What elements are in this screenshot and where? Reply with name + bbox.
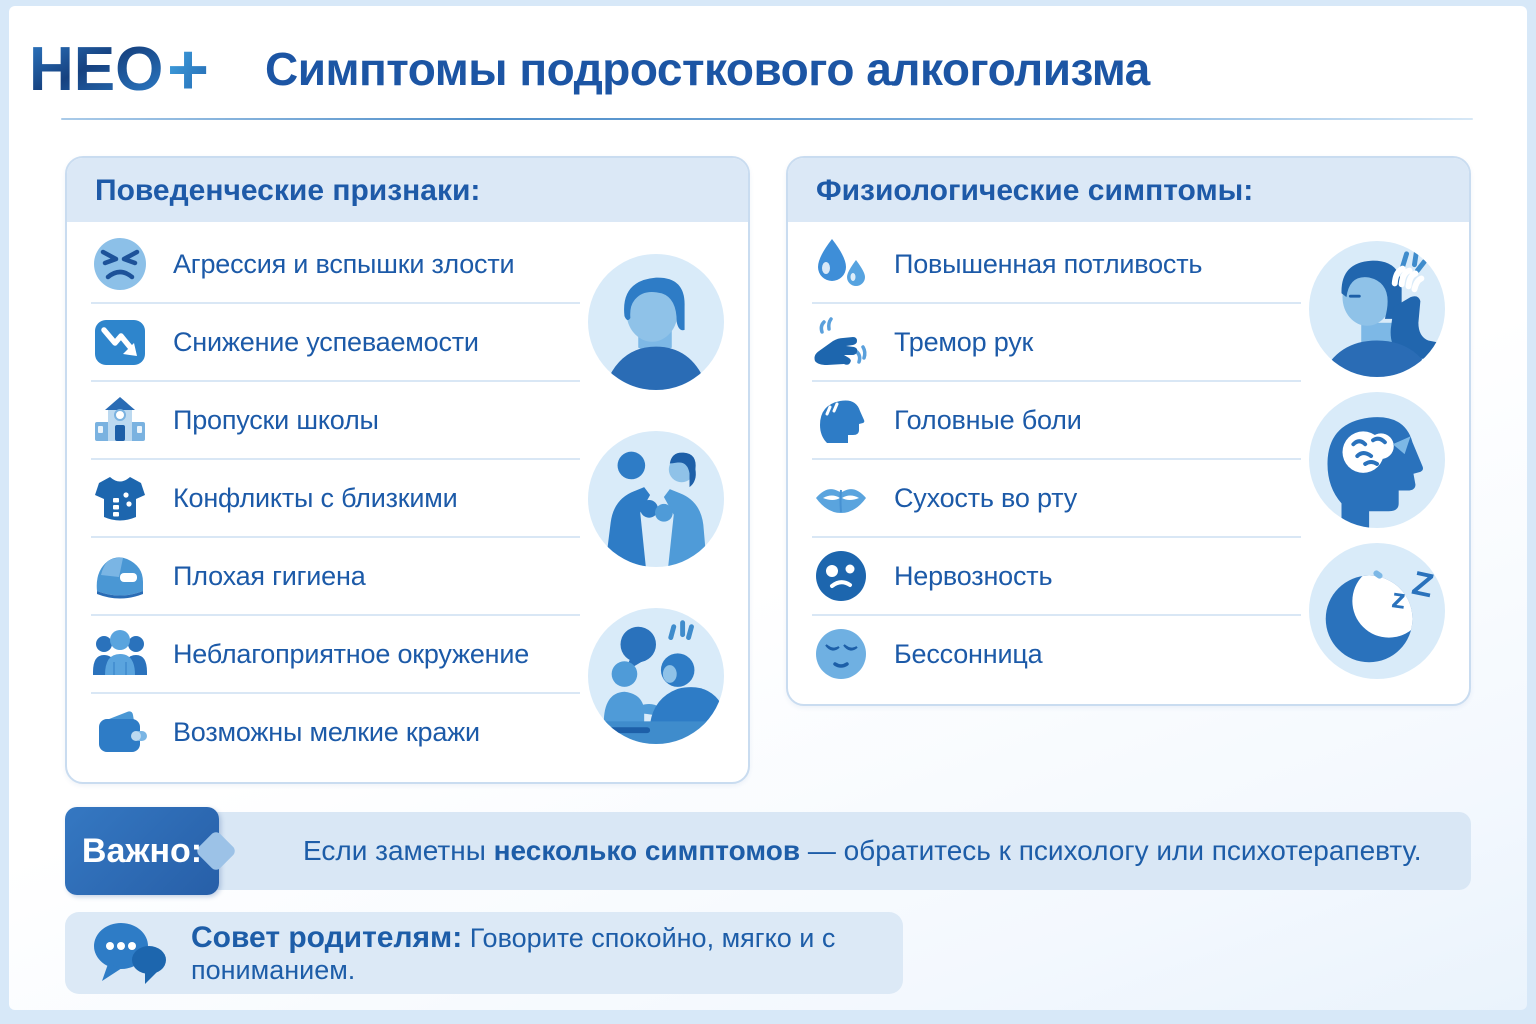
- list-item: Плохая гигиена: [91, 538, 580, 616]
- list-item: Неблагоприятное окружение: [91, 616, 580, 694]
- list-item: Сухость во рту: [812, 460, 1301, 538]
- important-text-before: Если заметны: [303, 835, 494, 866]
- important-text-after: — обратитесь к психологу или психотерапе…: [800, 835, 1422, 866]
- advice-bar: Совет родителям: Говорите спокойно, мягк…: [65, 912, 903, 994]
- parent-teen-talk-illustration: [587, 607, 725, 745]
- physiological-list: Повышенная потливость: [812, 226, 1301, 692]
- item-label: Снижение успеваемости: [173, 326, 479, 357]
- physiological-panel-header: Физиологические симптомы:: [788, 158, 1469, 222]
- trembling-hand-icon: [812, 313, 870, 371]
- behavioral-panel-header: Поведенческие признаки:: [67, 158, 748, 222]
- item-label: Конфликты с близкими: [173, 482, 458, 513]
- page-title: Симптомы подросткового алкоголизма: [265, 43, 1150, 95]
- item-label: Сухость во рту: [894, 482, 1077, 513]
- list-item: Конфликты с близкими: [91, 460, 580, 538]
- item-label: Бессонница: [894, 638, 1043, 669]
- water-drops-icon: [812, 235, 870, 293]
- item-label: Нервозность: [894, 560, 1053, 591]
- behavioral-illustrations: [580, 226, 732, 770]
- item-label: Возможны мелкие кражи: [173, 716, 480, 747]
- worried-face-icon: [812, 547, 870, 605]
- item-label: Неблагоприятное окружение: [173, 638, 530, 669]
- tshirt-icon: [91, 469, 149, 527]
- head-profile-icon: [812, 391, 870, 449]
- logo-plus: +: [167, 32, 209, 106]
- item-label: Агрессия и вспышки злости: [173, 248, 515, 279]
- teen-profile-illustration: [587, 253, 725, 391]
- item-label: Повышенная потливость: [894, 248, 1203, 279]
- item-label: Тремор рук: [894, 326, 1034, 357]
- chat-bubbles-icon: [87, 920, 171, 986]
- physiological-illustrations: z Z: [1301, 226, 1453, 692]
- declining-chart-icon: [91, 313, 149, 371]
- item-label: Головные боли: [894, 404, 1082, 435]
- list-item: Повышенная потливость: [812, 226, 1301, 304]
- infographic-page: НЕО + Симптомы подросткового алкоголизма…: [9, 6, 1527, 1010]
- list-item: Головные боли: [812, 382, 1301, 460]
- physiological-panel: Физиологические симптомы: Повышенная: [786, 156, 1471, 706]
- list-item: Возможны мелкие кражи: [91, 694, 580, 770]
- advice-text: Совет родителям: Говорите спокойно, мягк…: [191, 921, 881, 986]
- header-divider: [61, 118, 1473, 120]
- important-badge: Важно:: [65, 807, 219, 895]
- neo-plus-logo: НЕО +: [29, 32, 241, 106]
- list-item: Агрессия и вспышки злости: [91, 226, 580, 304]
- school-icon: [91, 391, 149, 449]
- panels-container: Поведенческие признаки: Агрессия и в: [9, 156, 1527, 784]
- important-text: Если заметны несколько симптомов — обрат…: [303, 835, 1422, 867]
- arguing-couple-illustration: [587, 430, 725, 568]
- header: НЕО + Симптомы подросткового алкоголизма: [9, 6, 1527, 106]
- neo-plus-logo-graphic: НЕО +: [29, 32, 209, 106]
- advice-label: Совет родителям:: [191, 920, 463, 954]
- list-item: Нервозность: [812, 538, 1301, 616]
- list-item: Тремор рук: [812, 304, 1301, 382]
- head-with-brain-illustration: [1308, 391, 1446, 529]
- list-item: Бессонница: [812, 616, 1301, 692]
- lips-icon: [812, 469, 870, 527]
- wallet-icon: [91, 703, 149, 761]
- important-text-bold: несколько симптомов: [493, 835, 801, 866]
- hygiene-icon: [91, 547, 149, 605]
- logo-letters: НЕО: [29, 35, 163, 104]
- behavioral-list: Агрессия и вспышки злости Снижение успев…: [91, 226, 580, 770]
- physiological-panel-body: Повышенная потливость: [788, 222, 1469, 704]
- important-banner: Важно: Если заметны несколько симптомов …: [65, 807, 1471, 895]
- angry-face-icon: [91, 235, 149, 293]
- behavioral-panel: Поведенческие признаки: Агрессия и в: [65, 156, 750, 784]
- sleepy-face-icon: [812, 625, 870, 683]
- moon-z-small: z: [1390, 582, 1408, 615]
- item-label: Пропуски школы: [173, 404, 379, 435]
- person-headache-illustration: [1308, 240, 1446, 378]
- list-item: Снижение успеваемости: [91, 304, 580, 382]
- list-item: Пропуски школы: [91, 382, 580, 460]
- moon-sleep-illustration: z Z: [1308, 542, 1446, 680]
- item-label: Плохая гигиена: [173, 560, 366, 591]
- behavioral-panel-body: Агрессия и вспышки злости Снижение успев…: [67, 222, 748, 782]
- people-group-icon: [91, 625, 149, 683]
- important-badge-label: Важно:: [81, 831, 203, 870]
- advice-body: Говорите спокойно, мягко и с пониманием.: [191, 922, 836, 985]
